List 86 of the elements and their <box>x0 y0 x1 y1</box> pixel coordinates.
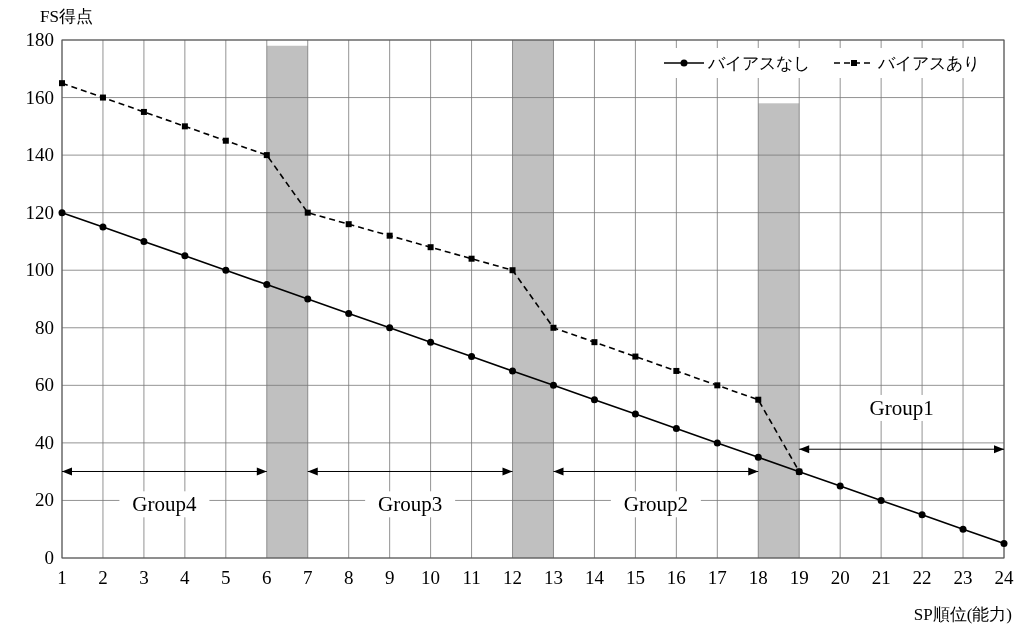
point <box>959 525 967 533</box>
point <box>591 339 598 346</box>
point <box>509 367 517 375</box>
point <box>304 295 312 303</box>
point <box>755 396 762 403</box>
x-tick-label: 12 <box>503 567 523 588</box>
y-tick-label: 0 <box>44 547 54 568</box>
point <box>140 237 148 245</box>
point <box>468 353 476 361</box>
x-tick-label: 14 <box>584 567 605 588</box>
point <box>59 80 65 87</box>
point <box>754 453 762 461</box>
point <box>672 425 680 432</box>
bar <box>512 40 554 558</box>
annotation: Group2 <box>623 492 688 517</box>
bar <box>266 45 308 558</box>
x-tick-label: 5 <box>221 567 231 588</box>
y-tick-label: 160 <box>25 86 54 108</box>
x-tick-label: 23 <box>953 567 973 588</box>
x-tick-label: 11 <box>462 567 481 588</box>
point <box>222 137 229 144</box>
x-tick-label: 16 <box>666 567 686 588</box>
point <box>918 511 926 519</box>
point <box>549 381 557 389</box>
y-tick-label: 60 <box>35 374 54 396</box>
point <box>427 244 434 251</box>
point <box>58 209 66 217</box>
y-tick-label: 180 <box>25 29 54 50</box>
x-tick-label: 20 <box>830 567 850 588</box>
x-tick-label: 13 <box>543 567 563 588</box>
point <box>590 396 598 404</box>
x-tick-label: 6 <box>262 567 272 588</box>
x-tick-label: 4 <box>180 567 191 588</box>
point <box>877 496 885 504</box>
x-tick-label: 9 <box>384 567 395 588</box>
x-tick-label: 7 <box>302 567 313 588</box>
x-tick-label: 22 <box>912 567 932 588</box>
y-tick-label: 80 <box>35 316 54 338</box>
x-tick-label: 17 <box>707 567 727 588</box>
x-tick-label: 24 <box>994 567 1014 588</box>
x-tick-label: 15 <box>625 567 645 588</box>
y-tick-label: 40 <box>35 431 54 453</box>
point <box>263 281 271 289</box>
point <box>181 252 189 260</box>
point <box>714 382 721 389</box>
x-tick-label: 2 <box>98 567 108 588</box>
point <box>345 309 353 317</box>
x-tick-label: 8 <box>343 567 354 588</box>
point <box>509 267 516 274</box>
point <box>673 367 680 374</box>
x-tick-label: 19 <box>789 567 809 588</box>
legend-label: バイアスあり <box>877 54 980 73</box>
y-tick-label: 120 <box>25 201 54 223</box>
x-tick-label: 3 <box>139 567 149 588</box>
annotation: Group3 <box>378 492 443 517</box>
point <box>632 353 639 360</box>
point <box>386 324 394 332</box>
point <box>181 123 188 130</box>
x-tick-label: 1 <box>57 567 67 588</box>
x-tick-label: 21 <box>871 567 891 588</box>
point <box>304 209 311 216</box>
point <box>713 439 721 447</box>
annotation: Group4 <box>132 492 197 517</box>
legend-label: バイアスなし <box>707 54 810 73</box>
x-axis-title: SP順位(能力) <box>913 605 1012 624</box>
bar <box>758 103 800 558</box>
point <box>631 410 639 418</box>
x-tick-label: 18 <box>748 567 768 588</box>
point <box>836 482 844 490</box>
y-tick-label: 140 <box>25 144 54 166</box>
point <box>345 221 352 228</box>
point <box>386 232 393 239</box>
y-axis-title: FS得点 <box>40 7 93 26</box>
y-tick-label: 100 <box>25 259 54 281</box>
point <box>140 108 147 115</box>
point <box>550 324 557 331</box>
point <box>468 255 475 262</box>
point <box>1000 540 1008 548</box>
x-tick-label: 10 <box>421 567 441 588</box>
point <box>222 266 230 274</box>
y-tick-label: 20 <box>35 489 54 511</box>
point <box>427 338 435 346</box>
point <box>263 152 270 159</box>
point <box>99 94 106 101</box>
annotation: Group1 <box>869 395 934 420</box>
point <box>99 223 107 231</box>
